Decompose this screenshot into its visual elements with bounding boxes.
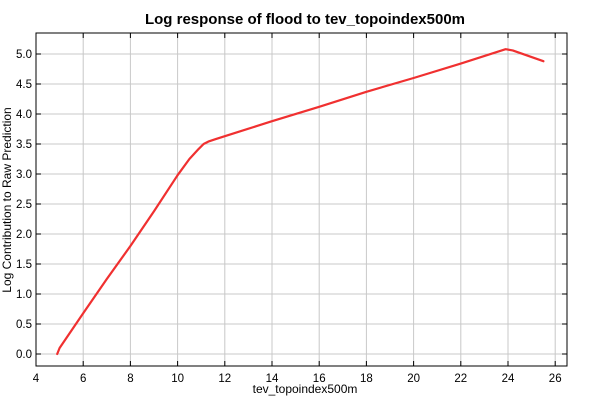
axis-ticks: 4 6 8 10 12 14 16 18 20 22 24 26 0.0 0.5 1.0 1.5 2.0 2.5 3… — [16, 33, 567, 385]
x-tick-label: 14 — [266, 373, 279, 385]
x-tick-label: 16 — [313, 373, 326, 385]
y-tick-label: 3.0 — [16, 169, 32, 181]
plot-area — [56, 48, 545, 356]
response-line — [56, 48, 545, 356]
x-tick-label: 20 — [407, 373, 420, 385]
y-tick-label: 1.0 — [16, 289, 32, 301]
y-tick-label: 5.0 — [16, 49, 32, 61]
y-axis-label: Log Contribution to Raw Prediction — [0, 107, 14, 292]
y-tick-label: 3.5 — [16, 139, 32, 151]
x-tick-label: 24 — [502, 373, 515, 385]
y-tick-label: 0.5 — [16, 319, 32, 331]
x-axis-label: tev_topoindex500m — [253, 382, 358, 396]
x-tick-label: 10 — [171, 373, 184, 385]
y-tick-label: 0.0 — [16, 349, 32, 361]
x-tick-label: 22 — [454, 373, 467, 385]
y-tick-label: 2.5 — [16, 199, 32, 211]
y-tick-label: 1.5 — [16, 259, 32, 271]
x-tick-label: 18 — [360, 373, 373, 385]
x-tick-label: 26 — [549, 373, 562, 385]
x-tick-label: 6 — [80, 373, 86, 385]
x-tick-label: 4 — [33, 373, 40, 385]
y-tick-label: 2.0 — [16, 229, 32, 241]
chart-title: Log response of flood to tev_topoindex50… — [145, 11, 465, 28]
grid-lines — [35, 33, 567, 366]
x-tick-label: 8 — [127, 373, 133, 385]
y-tick-label: 4.5 — [16, 79, 32, 91]
plot-frame — [35, 32, 568, 367]
x-tick-label: 12 — [218, 373, 231, 385]
y-tick-label: 4.0 — [16, 109, 32, 121]
